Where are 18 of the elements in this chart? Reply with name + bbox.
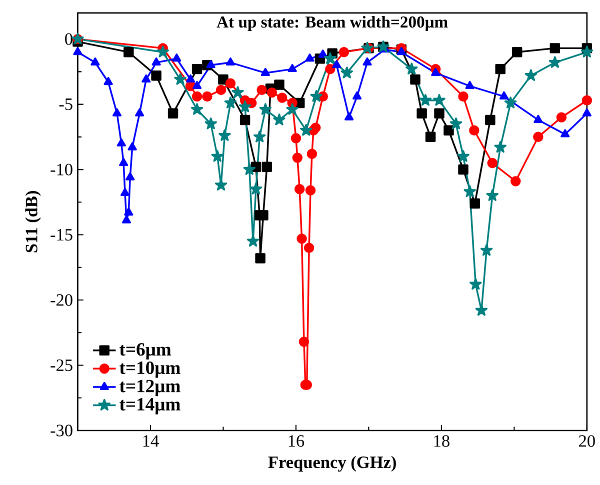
legend-label: t=6μm xyxy=(120,343,172,360)
x-axis-title: Frequency (GHz) xyxy=(268,456,396,472)
y-tick-label: -25 xyxy=(50,359,72,371)
legend-label: t=14μm xyxy=(120,398,180,414)
x-tick-label: 14 xyxy=(143,435,159,446)
legend-label: t=12μm xyxy=(120,380,180,396)
y-tick-label: -30 xyxy=(50,424,72,436)
y-tick-label: -20 xyxy=(50,294,72,306)
legend-label: t=10μm xyxy=(120,361,180,378)
y-tick-label: -10 xyxy=(50,164,72,176)
y-tick-label: 0 xyxy=(65,33,72,45)
y-axis-title: S11 (dB) xyxy=(25,190,41,252)
chart-title: At up state: Beam width=200μm xyxy=(216,16,448,31)
x-tick-label: 16 xyxy=(288,435,304,447)
x-tick-label: 20 xyxy=(579,435,595,447)
y-tick-label: -15 xyxy=(50,228,72,240)
y-tick-label: -5 xyxy=(59,98,72,110)
x-tick-label: 18 xyxy=(434,435,450,447)
